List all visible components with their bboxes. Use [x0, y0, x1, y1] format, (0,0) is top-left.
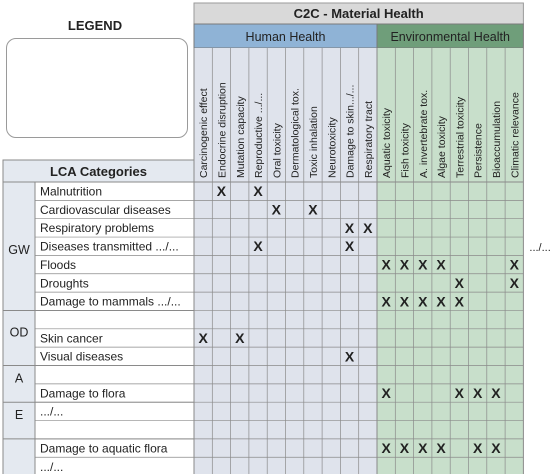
direct-mark-r7-c13: X [418, 293, 428, 309]
group-label-e: E [15, 408, 23, 422]
indirect-mark-r7-c15: X [455, 293, 465, 309]
legend-box [6, 38, 188, 138]
column-header-6: Dermatological tox. [290, 88, 302, 178]
indirect-mark-r15-c17: X [491, 440, 501, 456]
direct-mark-r3-c9: X [345, 220, 355, 236]
direct-mark-r15-c13: X [418, 440, 428, 456]
human-health-label: Human Health [246, 30, 326, 44]
direct-mark-r6-c18: X [510, 275, 520, 291]
direct-mark-r4-c4: X [253, 238, 263, 254]
column-header-13: A. invertebrate tox. [418, 90, 430, 178]
indirect-mark-r4-c9: X [345, 238, 355, 254]
row-label-5: Floods [40, 258, 76, 272]
row-label-9: Skin cancer [40, 331, 103, 345]
indirect-mark-r2-c7: X [308, 202, 318, 218]
group-label-od: OD [10, 325, 29, 339]
row-label-6: Droughts [40, 276, 89, 290]
column-header-16: Persistence [473, 123, 485, 178]
lca-label-column [34, 181, 195, 474]
column-header-4: Reproductive .../... [253, 93, 265, 178]
indirect-mark-r1-c4: X [253, 183, 263, 199]
c2c-title: C2C - Material Health [294, 6, 424, 21]
direct-mark-r3-c10: X [363, 220, 373, 236]
group-label-a: A [15, 371, 24, 385]
direct-mark-r10-c9: X [345, 348, 355, 364]
column-header-11: Aquatic toxicity [381, 107, 393, 178]
column-header-9: Damage to skin.../... [345, 85, 357, 178]
column-header-18: Climatic relevance [509, 92, 521, 178]
environmental-health-label: Environmental Health [390, 30, 510, 44]
indirect-mark-r2-c5: X [272, 202, 282, 218]
lca-group-column [2, 181, 36, 474]
group-label-gw: GW [8, 243, 30, 257]
direct-mark-r15-c12: X [400, 440, 410, 456]
column-header-5: Oral toxicity [271, 122, 283, 178]
direct-mark-r12-c11: X [381, 385, 391, 401]
indirect-mark-r12-c16: X [473, 385, 483, 401]
legend-title: LEGEND [68, 18, 122, 33]
column-header-15: Terrestrial toxicity [454, 96, 466, 178]
direct-mark-r12-c17: X [491, 385, 501, 401]
indirect-mark-r5-c13: X [418, 257, 428, 273]
row-label-4: Diseases transmitted .../... [40, 240, 179, 254]
column-header-10: Respiratory tract [363, 101, 375, 178]
direct-mark-r7-c14: X [436, 293, 446, 309]
direct-mark-r12-c15: X [455, 385, 465, 401]
ellipsis-right: .../... [529, 242, 550, 254]
lca-title: LCA Categories [50, 164, 147, 179]
row-label-12: Damage to flora [40, 386, 126, 400]
human-health-header [193, 23, 378, 49]
direct-mark-r15-c14: X [436, 440, 446, 456]
indirect-mark-r1-c2: X [217, 183, 227, 199]
column-header-14: Algae toxicity [436, 115, 448, 178]
column-header-8: Neurotoxicity [326, 117, 338, 178]
direct-mark-r9-c1: X [198, 330, 208, 346]
indirect-mark-r15-c16: X [473, 440, 483, 456]
column-header-3: Mutation capacity [235, 96, 247, 178]
indirect-mark-r9-c3: X [235, 330, 245, 346]
direct-mark-r5-c18: X [510, 257, 520, 273]
direct-mark-r7-c11: X [381, 293, 391, 309]
row-label-16: .../... [40, 460, 63, 474]
row-label-2: Cardiovascular diseases [40, 203, 171, 217]
column-header-7: Toxic inhalation [308, 106, 320, 178]
row-label-13: .../... [40, 405, 63, 419]
row-label-15: Damage to aquatic flora [40, 441, 168, 455]
indirect-mark-r5-c12: X [400, 257, 410, 273]
indirect-mark-r5-c14: X [436, 257, 446, 273]
direct-mark-r7-c12: X [400, 293, 410, 309]
indirect-mark-r5-c11: X [381, 257, 391, 273]
column-header-2: Endocrine disruption [216, 82, 228, 178]
row-label-3: Respiratory problems [40, 221, 154, 235]
row-label-7: Damage to mammals .../... [40, 295, 181, 309]
indirect-mark-r6-c15: X [455, 275, 465, 291]
direct-mark-r15-c11: X [381, 440, 391, 456]
column-header-12: Fish toxicity [399, 122, 411, 178]
row-label-10: Visual diseases [40, 350, 123, 364]
column-header-17: Bioaccumulation [491, 101, 503, 178]
column-header-1: Carcinogenic effect [198, 88, 210, 178]
row-label-1: Malnutrition [40, 185, 102, 199]
environmental-health-header [376, 23, 524, 49]
